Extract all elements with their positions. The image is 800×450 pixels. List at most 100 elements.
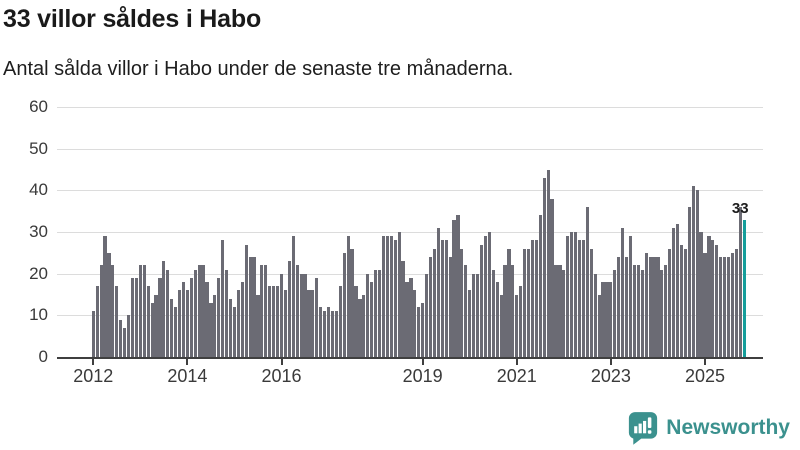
bar bbox=[401, 261, 405, 357]
bar bbox=[511, 265, 515, 357]
bar bbox=[107, 252, 111, 357]
bar bbox=[205, 282, 209, 357]
x-axis-tick bbox=[280, 359, 283, 365]
bar bbox=[499, 294, 503, 357]
x-axis-tick bbox=[421, 359, 424, 365]
bar bbox=[126, 315, 131, 357]
bar bbox=[405, 282, 409, 357]
bar bbox=[350, 248, 354, 357]
newsworthy-logo[interactable]: Newsworthy bbox=[628, 411, 790, 445]
bar bbox=[589, 248, 593, 357]
bar bbox=[244, 244, 248, 357]
bar bbox=[99, 265, 103, 357]
bar bbox=[397, 232, 401, 357]
x-axis-line bbox=[57, 357, 763, 359]
bar bbox=[695, 190, 699, 357]
bar bbox=[209, 302, 213, 357]
bar bbox=[381, 236, 386, 357]
bar bbox=[162, 261, 166, 357]
bar bbox=[252, 257, 256, 357]
last-value-label: 33 bbox=[731, 199, 749, 217]
bar bbox=[719, 257, 723, 357]
bar bbox=[326, 307, 331, 357]
bar bbox=[170, 298, 174, 357]
bar bbox=[142, 265, 146, 357]
bar bbox=[154, 294, 158, 357]
bar bbox=[617, 257, 621, 357]
bar bbox=[703, 252, 707, 357]
bar bbox=[656, 257, 660, 357]
bar bbox=[283, 290, 288, 357]
bar bbox=[95, 286, 99, 357]
newsworthy-icon bbox=[628, 411, 658, 445]
bar bbox=[581, 240, 586, 357]
x-axis-tick-label: 2023 bbox=[590, 366, 631, 386]
chart-subtitle: Antal sålda villor i Habo under de senas… bbox=[3, 58, 514, 80]
bar bbox=[491, 269, 495, 357]
bar bbox=[432, 248, 437, 357]
bar bbox=[538, 215, 542, 357]
bar bbox=[370, 282, 374, 357]
bar bbox=[291, 236, 295, 357]
gridline bbox=[57, 148, 763, 150]
bar bbox=[636, 265, 640, 357]
bar bbox=[91, 311, 95, 357]
bar bbox=[640, 269, 644, 357]
bar bbox=[123, 327, 127, 357]
bar bbox=[542, 177, 546, 357]
bar bbox=[675, 223, 680, 357]
bar bbox=[240, 282, 244, 357]
bar bbox=[679, 244, 684, 357]
bar bbox=[460, 248, 464, 357]
bar bbox=[550, 198, 554, 357]
x-axis-tick-label: 2021 bbox=[496, 366, 537, 386]
bar bbox=[683, 248, 687, 357]
bar bbox=[546, 169, 550, 357]
x-axis-tick bbox=[609, 359, 612, 365]
gridline bbox=[57, 107, 763, 108]
bar bbox=[374, 269, 378, 357]
bar bbox=[338, 286, 342, 357]
bar bbox=[468, 290, 472, 357]
bar bbox=[613, 269, 617, 357]
bar bbox=[225, 269, 229, 357]
gridline bbox=[57, 232, 763, 233]
bar bbox=[185, 290, 189, 357]
bar bbox=[526, 248, 531, 357]
bar bbox=[609, 282, 613, 357]
x-axis-tick bbox=[186, 359, 189, 365]
bar bbox=[275, 286, 280, 357]
newsworthy-wordmark: Newsworthy bbox=[666, 416, 790, 439]
bar bbox=[260, 265, 264, 357]
bar bbox=[232, 307, 237, 357]
bar bbox=[628, 236, 633, 357]
bar bbox=[268, 286, 272, 357]
bar bbox=[436, 227, 440, 357]
bar bbox=[534, 240, 538, 357]
bar bbox=[707, 236, 711, 357]
bar bbox=[519, 286, 523, 357]
bar bbox=[585, 207, 589, 357]
x-axis-tick-label: 2019 bbox=[402, 366, 443, 386]
bar bbox=[177, 290, 182, 357]
bar bbox=[723, 257, 727, 357]
x-axis-tick-label: 2016 bbox=[261, 366, 302, 386]
bar bbox=[424, 273, 429, 357]
bar bbox=[558, 265, 562, 357]
bar bbox=[452, 219, 456, 357]
bar bbox=[487, 232, 491, 357]
y-axis-tick-label: 60 bbox=[29, 97, 48, 116]
y-axis-tick-label: 20 bbox=[29, 263, 48, 283]
bar bbox=[562, 269, 566, 357]
bar bbox=[515, 294, 519, 357]
bar bbox=[248, 257, 252, 357]
bar bbox=[715, 244, 719, 357]
bar bbox=[264, 265, 268, 357]
bar bbox=[311, 290, 315, 357]
bar bbox=[483, 236, 487, 357]
bar bbox=[346, 236, 350, 357]
bar bbox=[221, 240, 225, 357]
bar bbox=[166, 269, 170, 357]
bar bbox=[201, 265, 205, 357]
